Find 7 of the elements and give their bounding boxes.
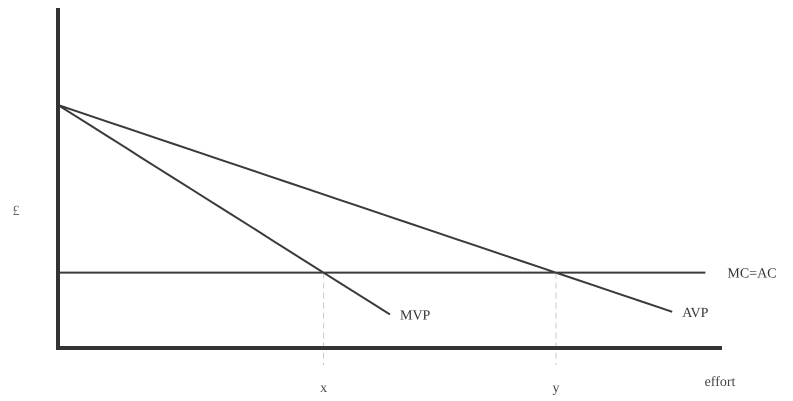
x-tick-label: y xyxy=(552,381,560,396)
series-label: AVP xyxy=(682,306,709,321)
y-axis-title: £ xyxy=(12,204,20,219)
series-label: MC=AC xyxy=(727,266,777,282)
x-axis-title: effort xyxy=(704,375,736,390)
series-label: MVP xyxy=(400,308,431,324)
x-tick-label: x xyxy=(320,381,328,396)
